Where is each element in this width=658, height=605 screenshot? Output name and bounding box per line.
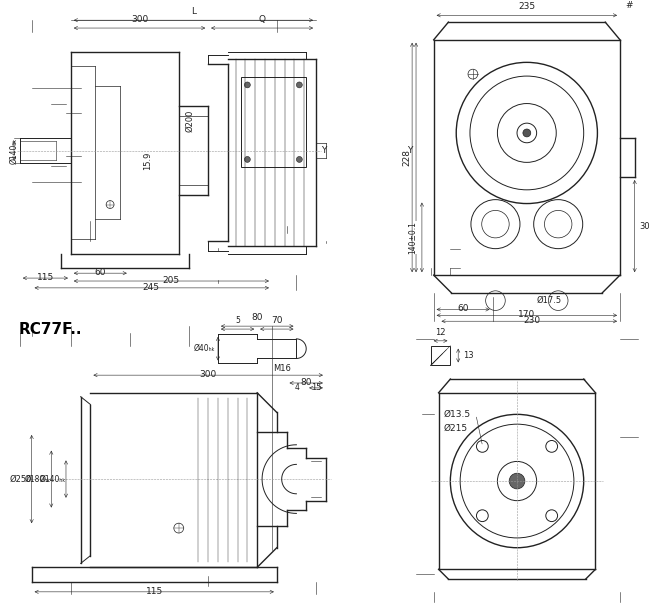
Text: 30: 30 [640, 221, 650, 231]
Text: 228: 228 [402, 149, 411, 166]
Text: Ø250: Ø250 [9, 474, 32, 483]
Text: Ø13.5: Ø13.5 [443, 410, 470, 419]
Text: 70: 70 [271, 316, 282, 325]
Text: 140±0.1: 140±0.1 [408, 221, 417, 254]
Circle shape [244, 82, 250, 88]
Text: 205: 205 [163, 276, 180, 285]
Text: RC77F..: RC77F.. [19, 322, 82, 336]
Bar [241, 77, 306, 167]
Text: Ø140ₕₖ: Ø140ₕₖ [9, 137, 18, 164]
Text: Y: Y [407, 146, 412, 155]
Text: 60: 60 [457, 304, 469, 313]
Text: Ø200: Ø200 [186, 110, 195, 132]
Text: 12: 12 [436, 328, 445, 337]
Circle shape [509, 473, 525, 489]
Circle shape [244, 157, 250, 162]
Bar [431, 345, 450, 365]
Circle shape [523, 129, 531, 137]
Text: 13: 13 [463, 351, 474, 360]
Text: M16: M16 [273, 364, 291, 373]
Text: 245: 245 [143, 283, 160, 292]
Text: 80: 80 [251, 313, 263, 322]
Text: 5: 5 [235, 316, 240, 325]
Text: 170: 170 [519, 310, 536, 319]
Text: Ø140ₕₖ: Ø140ₕₖ [39, 474, 66, 483]
Text: 15.9: 15.9 [143, 151, 152, 169]
Text: 4: 4 [295, 383, 300, 392]
Text: Ø40ₕₖ: Ø40ₕₖ [194, 344, 216, 353]
Circle shape [296, 82, 302, 88]
Text: 230: 230 [523, 316, 540, 325]
Text: Q: Q [259, 15, 266, 24]
Circle shape [296, 157, 302, 162]
Text: 300: 300 [199, 370, 216, 379]
Text: #: # [625, 1, 632, 10]
Text: 300: 300 [131, 15, 148, 24]
Text: 15: 15 [311, 383, 321, 392]
Text: 60: 60 [95, 268, 106, 277]
Text: 235: 235 [519, 2, 536, 11]
Text: 115: 115 [37, 273, 54, 282]
Text: Ø215: Ø215 [443, 424, 468, 433]
Text: Y: Y [321, 146, 326, 155]
Text: Ø17.5: Ø17.5 [537, 296, 562, 304]
Text: L: L [191, 7, 196, 16]
Text: 80: 80 [301, 378, 312, 387]
Text: 115: 115 [145, 587, 163, 596]
Text: Ø180ₕₖ: Ø180ₕₖ [25, 474, 51, 483]
